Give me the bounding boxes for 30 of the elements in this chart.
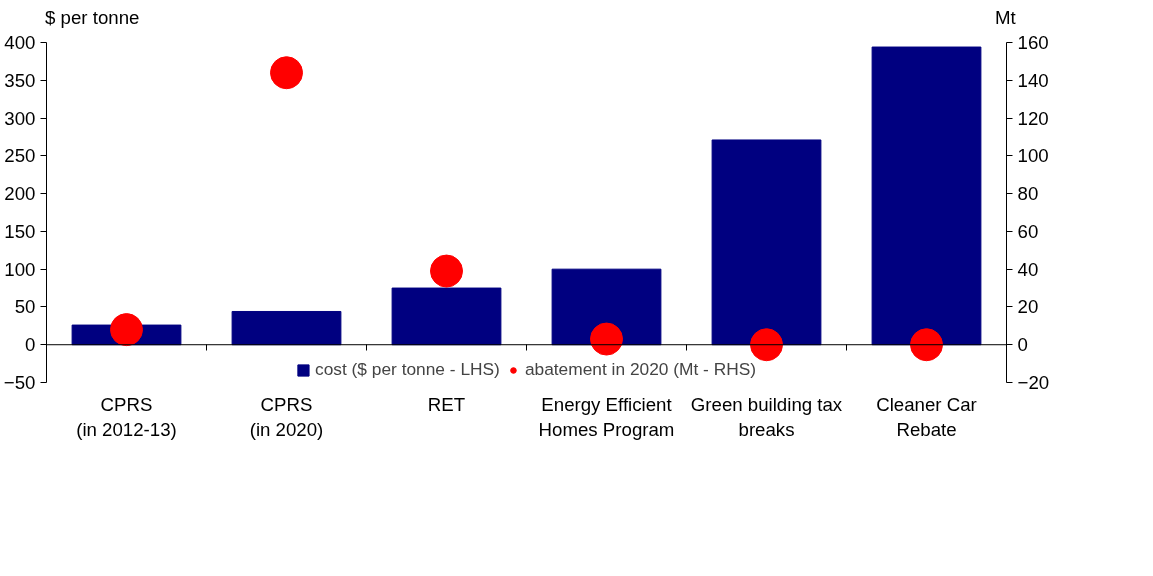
- y2-tick-label: 0: [1017, 334, 1028, 356]
- y2-tick-label: 160: [1017, 32, 1049, 53]
- y2-tick-label: 140: [1017, 69, 1049, 91]
- y-tick-label: 200: [4, 183, 36, 205]
- y-tick-label: 350: [4, 69, 36, 91]
- legend-label: cost ($ per tonne - LHS): [314, 359, 500, 380]
- y-tick-label: 100: [4, 258, 36, 280]
- y-tick-label: 400: [4, 32, 36, 53]
- x-tick-label: Cleaner Car Rebate: [876, 393, 977, 440]
- y2-tick-label: 60: [1017, 220, 1039, 242]
- y-tick-label: 250: [4, 145, 36, 167]
- y-tick-label: 50: [14, 296, 36, 318]
- y-tick-label: 0: [25, 334, 36, 356]
- y2-tick-label: 40: [1017, 258, 1039, 280]
- x-tick-label: Energy Efficient Homes Program: [538, 393, 675, 440]
- y2-tick-label: 100: [1017, 145, 1049, 167]
- y-tick-label: −50: [3, 372, 36, 393]
- y2-tick-label: 80: [1017, 183, 1039, 205]
- y-tick-label: 150: [4, 220, 36, 242]
- y2-axis-title: Mt: [995, 6, 1016, 30]
- x-tick-label: CPRS (in 2012-13): [76, 393, 177, 440]
- x-tick-label: RET: [427, 393, 466, 415]
- y2-tick-label: 120: [1017, 107, 1049, 129]
- y-axis-title: $ per tonne: [45, 6, 140, 30]
- y2-tick-label: −20: [1017, 372, 1050, 393]
- y-tick-label: 300: [4, 107, 36, 129]
- x-tick-label: Green building tax breaks: [690, 393, 843, 440]
- legend-label: abatement in 2020 (Mt - RHS): [524, 359, 757, 380]
- x-tick-label: CPRS (in 2020): [249, 393, 324, 440]
- y2-tick-label: 20: [1017, 296, 1039, 318]
